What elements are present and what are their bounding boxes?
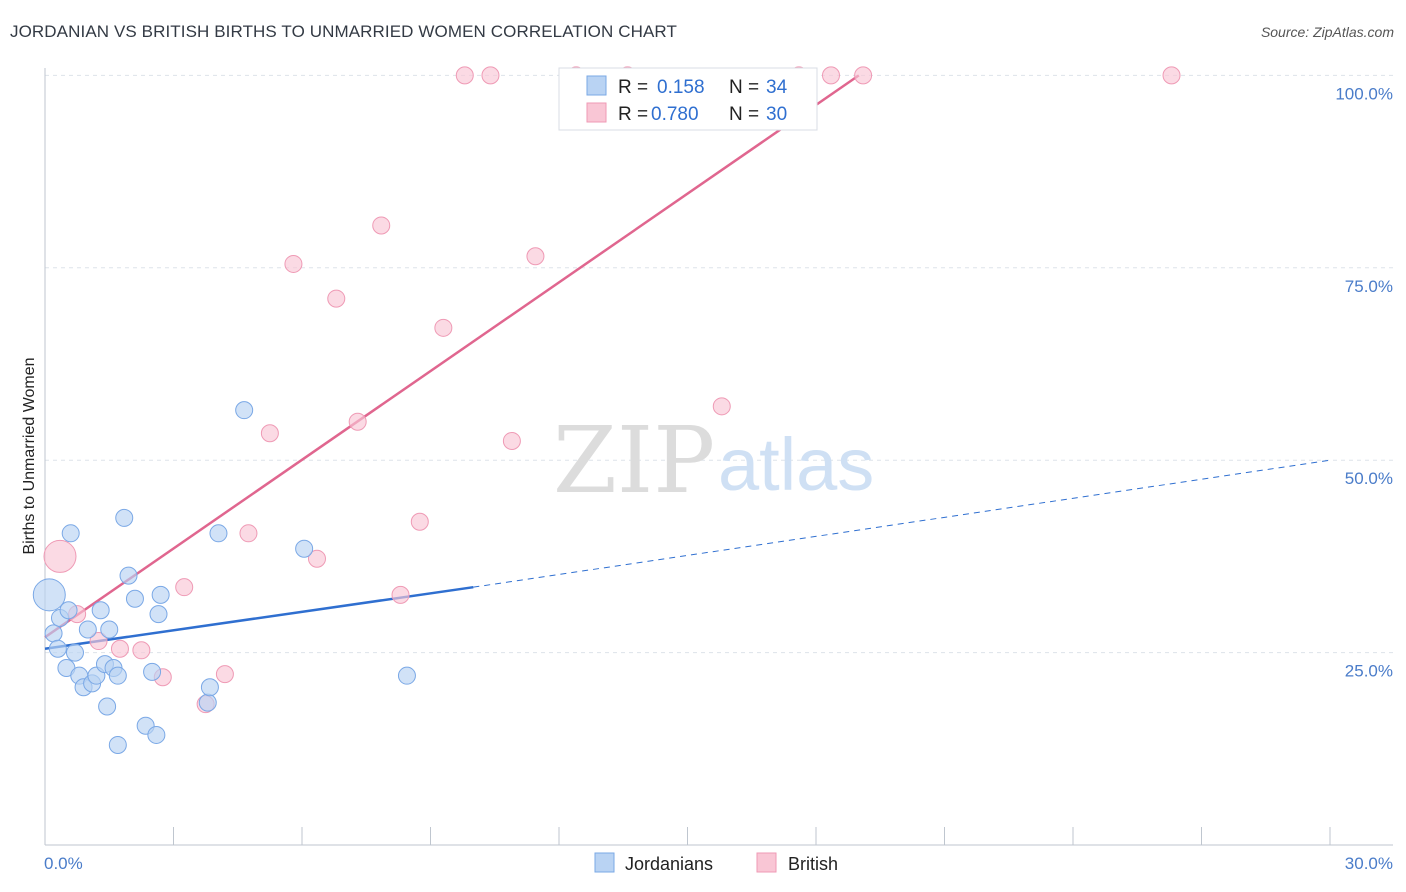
point-jordanians [198,693,217,712]
point-jordanians [209,524,228,543]
point-jordanians [149,605,168,624]
correlation-legend: R = 0.158 N = 34 R = 0.780 N = 30 [558,67,818,131]
point-british [43,539,77,573]
point-british [481,66,500,85]
point-jordanians [235,401,254,420]
watermark-atlas: atlas [718,423,874,506]
legend-n-value-2: 30 [766,104,787,125]
watermark: ZIP atlas [553,407,874,514]
point-british [391,585,410,604]
point-british [410,512,429,531]
point-jordanians [200,678,219,697]
legend-label-jordanians: Jordanians [625,854,713,874]
point-jordanians [44,624,63,643]
legend-r-label-1: R = [618,77,648,98]
point-jordanians [108,666,127,685]
point-british [89,632,108,651]
point-british [712,397,731,416]
x-tick-label: 0.0% [44,854,83,873]
point-jordanians [147,725,166,744]
trend-lines [44,74,1331,650]
point-british [854,66,873,85]
legend-label-british: British [788,854,838,874]
x-tick-labels: 0.0% 30.0% [44,854,1393,873]
legend-n-label-1: N = [729,77,759,98]
legend-swatch-jordanians-bottom [594,852,615,873]
chart-title: JORDANIAN VS BRITISH BIRTHS TO UNMARRIED… [10,22,677,41]
point-jordanians [59,601,78,620]
point-jordanians [65,643,84,662]
point-jordanians [143,662,162,681]
point-british [372,216,391,235]
point-jordanians [108,735,127,754]
point-british [239,524,258,543]
data-points [32,66,1181,754]
point-jordanians [48,639,67,658]
legend-swatch-british [586,102,607,123]
point-jordanians [295,539,314,558]
legend-r-label-2: R = [618,104,648,125]
point-british [132,641,151,660]
point-british [260,424,279,443]
y-tick-labels: 25.0% 50.0% 75.0% 100.0% [1335,84,1393,680]
point-british [110,639,129,658]
x-tick-label: 30.0% [1345,854,1393,873]
point-jordanians [78,620,97,639]
point-british [455,66,474,85]
point-british [215,665,234,684]
legend-swatch-jordanians [586,75,607,96]
legend-n-label-2: N = [729,104,759,125]
y-axis-label: Births to Unmarried Women [21,357,38,554]
point-jordanians [115,508,134,527]
point-british [175,578,194,597]
point-jordanians [100,620,119,639]
axes [44,68,1393,846]
point-jordanians [119,566,138,585]
legend-swatch-british-bottom [756,852,777,873]
y-tick-label: 75.0% [1345,277,1393,296]
legend-r-value-1: 0.158 [657,77,705,98]
point-british [284,254,303,273]
point-jordanians [98,697,117,716]
point-british [526,247,545,266]
legend-n-value-1: 34 [766,77,788,98]
trend-line-jordanians-extrapolated [473,459,1331,588]
y-tick-label: 50.0% [1345,469,1393,488]
y-tick-label: 100.0% [1335,84,1393,103]
y-tick-label: 25.0% [1345,662,1393,681]
grid-lines [45,74,1395,654]
trend-line-british [44,74,860,639]
point-jordanians [125,589,144,608]
point-jordanians [91,601,110,620]
point-jordanians [32,578,66,612]
legend-r-value-2: 0.780 [651,104,699,125]
series-legend: Jordanians British [594,852,838,874]
point-british [327,289,346,308]
point-british [502,431,521,450]
point-british [1162,66,1181,85]
point-british [821,66,840,85]
point-jordanians [151,585,170,604]
point-jordanians [61,524,80,543]
watermark-zip: ZIP [553,407,715,514]
point-british [434,318,453,337]
point-jordanians [397,666,416,685]
point-british [348,412,367,431]
source-label: Source: ZipAtlas.com [1260,24,1394,40]
point-british [307,549,326,568]
